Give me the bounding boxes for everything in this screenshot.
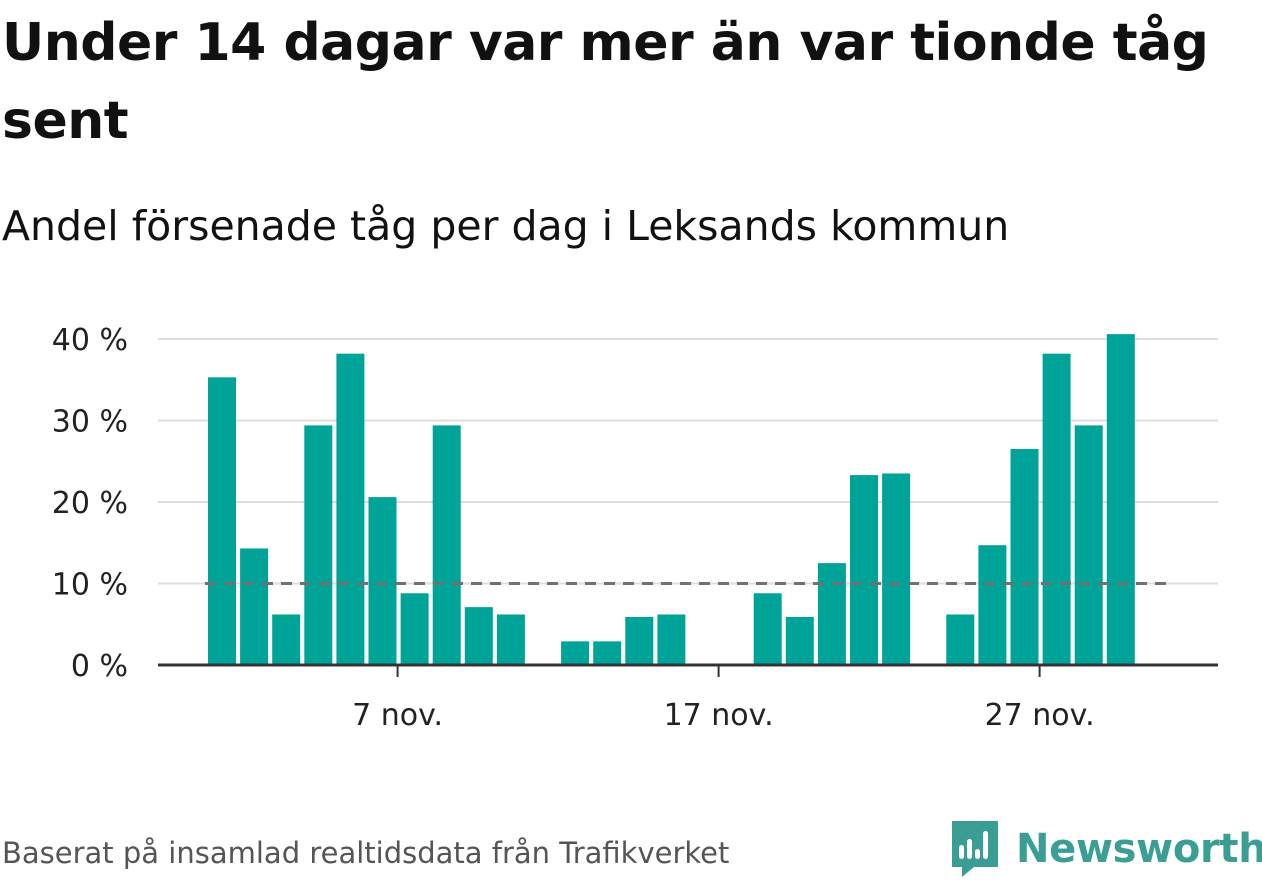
y-tick-label: 20 %	[52, 486, 128, 521]
bar	[208, 377, 236, 665]
y-axis-labels: 0 % 10 % 20 % 30 % 40 %	[52, 323, 128, 684]
bar	[496, 614, 525, 665]
bar	[978, 545, 1007, 665]
x-axis-labels: 7 nov. 17 nov. 27 nov.	[352, 665, 1095, 733]
bar	[753, 593, 782, 665]
bar	[850, 475, 878, 665]
bar	[464, 607, 493, 665]
bar	[432, 425, 461, 665]
bar	[946, 614, 975, 665]
bar	[304, 425, 333, 665]
y-tick-label: 30 %	[52, 405, 128, 440]
newsworthy-logo-icon	[952, 821, 998, 877]
source-note: Baserat på insamlad realtidsdata från Tr…	[2, 836, 730, 870]
bar	[400, 593, 429, 665]
bar	[272, 614, 301, 665]
brand-logo: Newsworthy	[950, 818, 1262, 880]
bar	[882, 473, 911, 665]
bar	[561, 641, 590, 665]
bars	[208, 334, 1135, 665]
brand-name: Newsworthy	[1016, 826, 1262, 872]
bar	[1010, 449, 1039, 665]
bar-chart: 0 % 10 % 20 % 30 % 40 % 7 nov. 17 nov. 27 nov.	[52, 323, 1218, 733]
x-tick-label: 27 nov.	[985, 698, 1095, 733]
bar	[785, 616, 814, 665]
x-tick-label: 17 nov.	[664, 698, 774, 733]
bar	[625, 616, 654, 665]
bar	[1074, 425, 1103, 665]
y-tick-label: 40 %	[52, 323, 128, 358]
bar	[817, 563, 846, 665]
y-tick-label: 10 %	[52, 568, 128, 603]
bar	[240, 548, 269, 665]
bar	[593, 641, 622, 665]
bar	[1106, 334, 1135, 665]
y-tick-label: 0 %	[71, 649, 128, 684]
chart-subtitle: Andel försenade tåg per dag i Leksands k…	[2, 202, 1010, 250]
bar	[368, 497, 397, 665]
x-tick-label: 7 nov.	[352, 698, 443, 733]
chart-title: Under 14 dagar var mer än var tionde tåg…	[2, 13, 1209, 151]
bar	[336, 353, 365, 665]
bar	[1042, 353, 1071, 665]
bar	[657, 614, 686, 665]
